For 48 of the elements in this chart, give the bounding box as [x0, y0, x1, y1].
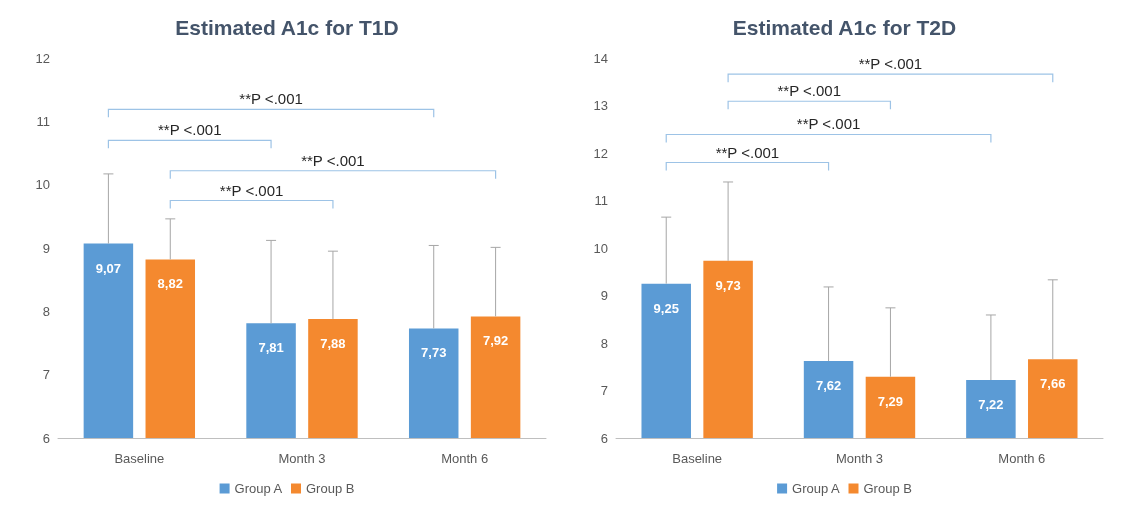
y-tick-label: 8	[42, 303, 50, 319]
y-tick-label: 10	[35, 177, 50, 193]
annotation: **P <.001	[239, 90, 303, 108]
y-tick-label: 6	[42, 430, 50, 446]
annotation: **P <.001	[157, 121, 222, 139]
data-label: 7,22	[978, 397, 1004, 413]
data-label: 9,25	[653, 300, 679, 316]
y-tick-label: 9	[42, 240, 50, 256]
y-tick-label: 10	[593, 240, 608, 256]
annotation: **P <.001	[301, 151, 365, 169]
data-label: 7,81	[258, 340, 284, 356]
y-tick-label: 9	[600, 288, 608, 303]
data-label: 9,73	[715, 277, 741, 293]
x-tick-label: Month 6	[441, 451, 489, 466]
annotation: **P <.001	[715, 143, 780, 161]
legend-label: Group B	[863, 481, 912, 496]
y-tick-label: 6	[600, 430, 608, 446]
y-tick-label: 14	[593, 50, 608, 66]
legend-label: Group B	[306, 481, 355, 496]
data-label: 7,29	[877, 393, 904, 409]
annotation: **P <.001	[777, 82, 842, 100]
y-tick-label: 13	[593, 98, 608, 113]
x-tick-label: Month 3	[278, 451, 326, 466]
x-tick-label: Baseline	[672, 451, 723, 466]
x-tick-label: Month 3	[836, 451, 883, 466]
y-tick-label: 12	[593, 145, 608, 161]
annotation: **P <.001	[796, 115, 861, 133]
y-tick-label: 8	[600, 335, 608, 351]
annotation: **P <.001	[858, 55, 923, 73]
data-label: 7,92	[482, 333, 509, 349]
y-tick-label: 11	[594, 193, 608, 208]
x-tick-label: Month 6	[998, 451, 1046, 466]
chart-title: Estimated A1c for T1D	[175, 16, 399, 39]
y-tick-label: 12	[35, 50, 50, 66]
annotation: **P <.001	[219, 181, 284, 199]
x-tick-label: Baseline	[114, 451, 165, 466]
data-label: 7,88	[320, 335, 346, 351]
chart-title: Estimated A1c for T2D	[732, 16, 957, 39]
legend-label: Group A	[234, 481, 283, 496]
data-label: 7,73	[421, 345, 447, 361]
data-label: 7,62	[815, 378, 842, 394]
data-label: 9,07	[95, 260, 122, 276]
data-label: 7,66	[1040, 376, 1066, 392]
y-tick-label: 7	[600, 383, 608, 398]
legend-label: Group A	[792, 481, 841, 496]
y-tick-label: 7	[42, 367, 50, 383]
y-tick-label: 11	[36, 113, 50, 129]
data-label: 8,82	[157, 276, 183, 292]
